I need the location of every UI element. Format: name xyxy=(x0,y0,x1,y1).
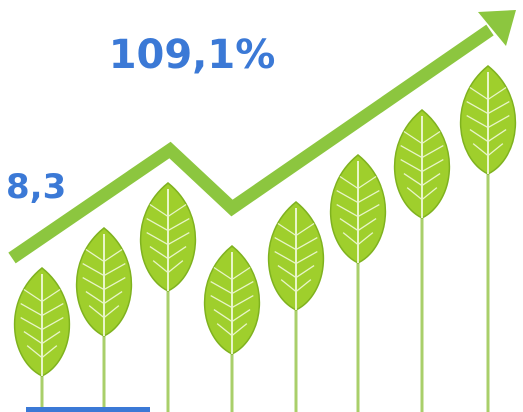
illustration: 109,1% 8,3 xyxy=(0,0,523,412)
start-value-label: 8,3 xyxy=(6,167,66,207)
bottom-bar xyxy=(26,407,150,412)
headline-label: 109,1% xyxy=(109,32,276,78)
